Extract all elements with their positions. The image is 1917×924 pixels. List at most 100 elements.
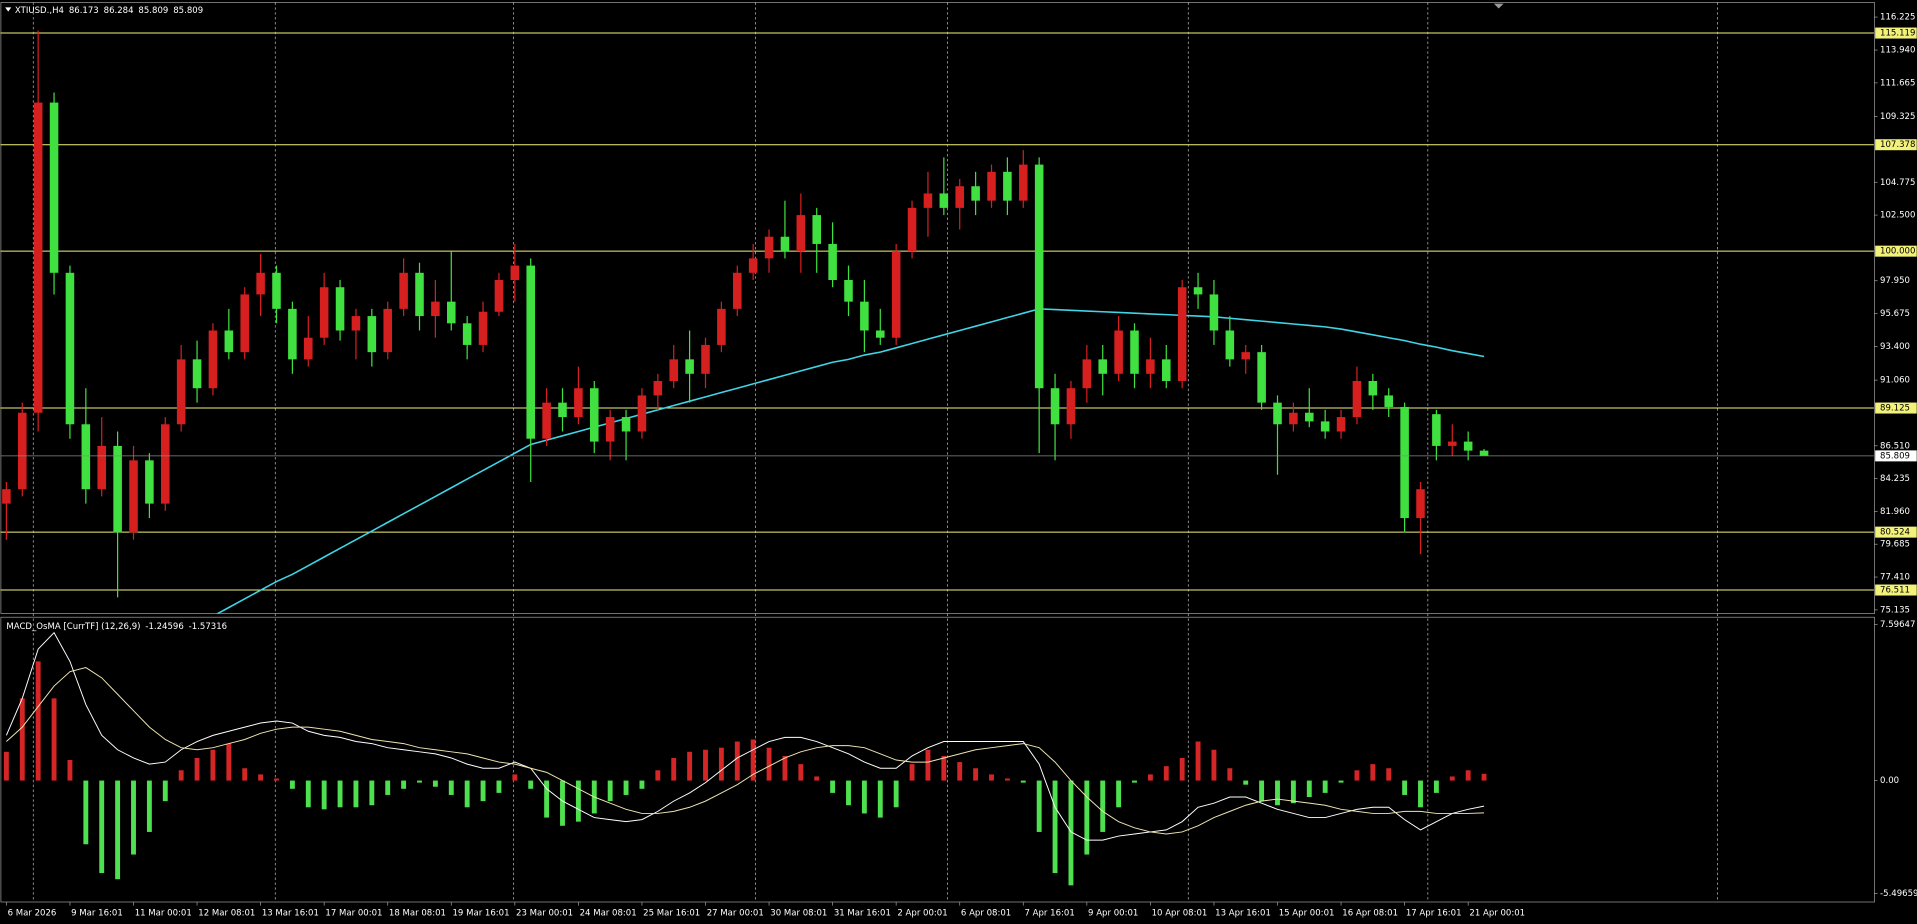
x-tick-label: 13 Mar 16:01 (262, 909, 319, 919)
candle-body (1114, 330, 1123, 374)
histogram-bar (989, 774, 994, 781)
histogram-bar (655, 770, 661, 781)
y-tick-label: 77.410 (1880, 573, 1910, 583)
candle-body (891, 251, 901, 338)
histogram-bar (146, 780, 152, 832)
histogram-bar (35, 661, 41, 781)
histogram-bar (417, 780, 422, 783)
histogram-bar (830, 780, 836, 793)
histogram-bar (1004, 778, 1010, 781)
candle-body (987, 171, 996, 201)
x-tick-label: 6 Apr 08:01 (961, 909, 1011, 919)
candle-body (526, 265, 535, 439)
current-price-label: 85.809 (1880, 451, 1910, 461)
level-label: 107.378 (1880, 140, 1915, 150)
candle-body (240, 294, 249, 353)
header-arrow (5, 7, 12, 12)
oscillator-panel-frame (0, 616, 1875, 903)
candle-body (176, 359, 186, 425)
candle-body (669, 359, 678, 381)
histogram-bar (1306, 780, 1312, 798)
histogram-bar (671, 757, 677, 781)
histogram-bar (448, 780, 454, 795)
candle-body (2, 489, 11, 504)
histogram-bar (464, 780, 470, 808)
candle-body (860, 301, 869, 331)
histogram-bar (51, 698, 57, 781)
histogram-bar (1259, 780, 1265, 802)
histogram-bar (162, 780, 168, 802)
candle-body (18, 412, 27, 490)
histogram-bar (321, 780, 327, 810)
histogram-bar (1338, 780, 1344, 783)
histogram-bar (750, 739, 756, 781)
histogram-bar (305, 780, 311, 808)
histogram-bar (1275, 780, 1280, 806)
y-tick-label: 79.685 (1880, 540, 1910, 550)
candle-body (1336, 417, 1346, 432)
histogram-bar (1386, 768, 1392, 781)
candle-body (494, 280, 504, 312)
histogram-bar (1402, 780, 1408, 795)
histogram-bar (893, 780, 899, 808)
candle-body (462, 323, 472, 345)
histogram-bar (861, 780, 867, 814)
candle-body (939, 193, 949, 208)
histogram-bar (242, 768, 248, 781)
level-label: 80.524 (1880, 528, 1910, 538)
candle-body (748, 258, 758, 273)
histogram-bar (496, 780, 502, 793)
histogram-bar (1433, 780, 1439, 793)
candle-body (304, 337, 313, 360)
candle-body (542, 402, 551, 439)
price-header: XTIUSD.,H4 86.173 86.284 85.809 85.809 (15, 5, 203, 15)
candle-body (81, 424, 91, 490)
histogram-bar (1020, 780, 1026, 783)
histogram-bar (1322, 780, 1328, 793)
y-tick-label: 113.940 (1880, 46, 1915, 56)
x-tick-label: 24 Mar 08:01 (580, 909, 637, 919)
histogram-bar (734, 741, 740, 781)
candle-body (907, 207, 917, 252)
histogram-bar (687, 751, 693, 781)
x-tick-label: 6 Mar 2026 (8, 909, 57, 919)
current-price-box (1875, 450, 1917, 462)
candle-body (1050, 388, 1060, 425)
histogram-bar (1481, 773, 1487, 781)
y-tick-label: 116.225 (1880, 13, 1915, 23)
candle-body (49, 102, 59, 273)
candle-body (685, 359, 694, 374)
histogram-bar (1036, 780, 1042, 832)
candle-body (1257, 352, 1266, 403)
candle-body (1416, 489, 1425, 519)
x-tick-label: 17 Mar 00:01 (325, 909, 382, 919)
candle-body (351, 316, 361, 331)
y-tick-label: 111.665 (1880, 78, 1915, 88)
x-tick-label: 30 Mar 08:01 (770, 909, 827, 919)
level-label: 89.125 (1880, 404, 1910, 414)
indicator-line (5, 631, 1485, 841)
histogram-bar (480, 780, 486, 802)
last-open: 86.173 (69, 5, 99, 15)
candle-body (1130, 330, 1139, 374)
x-tick-label: 9 Apr 00:01 (1088, 909, 1138, 919)
candle-body (288, 308, 297, 360)
candle-body (828, 243, 837, 281)
level-label-box (1875, 526, 1917, 538)
indicator-value: -1.57316 (189, 621, 227, 631)
candle-body (1193, 287, 1203, 295)
candle-body (1066, 388, 1076, 425)
candle-body (1479, 450, 1489, 456)
candle-body (701, 344, 710, 374)
level-label-box (1875, 139, 1917, 151)
candle-body (955, 186, 964, 208)
candle-body (844, 280, 853, 302)
shift-marker (1493, 3, 1504, 9)
histogram-bar (3, 751, 9, 781)
y-tick-label: 109.325 (1880, 112, 1915, 122)
histogram-bar (1052, 780, 1058, 874)
histogram-bar (909, 764, 915, 781)
x-tick-label: 13 Apr 16:01 (1215, 909, 1271, 919)
